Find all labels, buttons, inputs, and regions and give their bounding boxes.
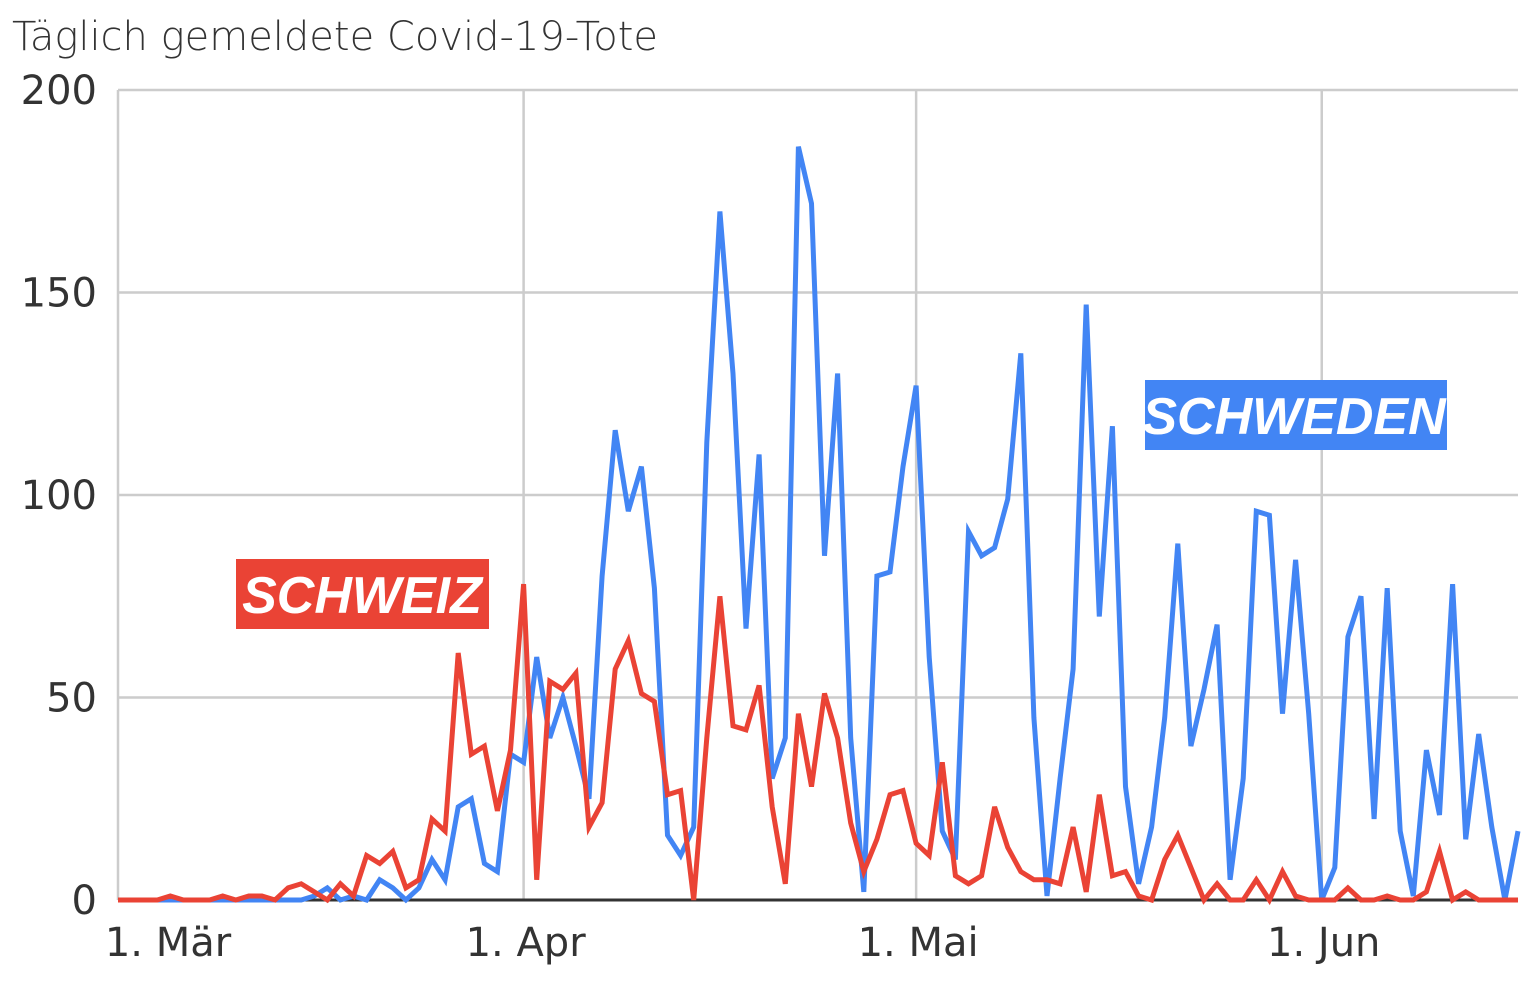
y-tick-label: 150 [21, 271, 97, 317]
x-tick-label: 1. Mär [105, 920, 232, 966]
schweden-badge [1145, 380, 1447, 450]
y-tick-label: 50 [46, 676, 97, 722]
x-tick-label: 1. Apr [466, 920, 587, 966]
legend-schweden: SCHWEDEN [1142, 380, 1447, 450]
y-tick-label: 0 [72, 878, 97, 924]
series-lines [117, 146, 1521, 906]
y-axis: 0 50 100 150 200 [21, 68, 97, 924]
legend-schweiz: SCHWEIZ [236, 559, 489, 629]
y-tick-label: 100 [21, 473, 97, 519]
series-schweden [117, 146, 1521, 904]
schweiz-label: SCHWEIZ [242, 567, 484, 625]
x-axis: 1. Mär 1. Apr 1. Mai 1. Jun [105, 920, 1381, 966]
chart-title: Täglich gemeldete Covid-19-Tote [12, 14, 658, 60]
y-tick-label: 200 [21, 68, 97, 114]
series-line-schweiz [118, 583, 1518, 906]
schweden-label: SCHWEDEN [1142, 388, 1447, 446]
grid [116, 88, 1518, 902]
series-line-schweden [118, 146, 1521, 904]
x-tick-label: 1. Jun [1267, 920, 1380, 966]
schweiz-badge [236, 559, 489, 629]
x-tick-label: 1. Mai [858, 920, 979, 966]
series-schweiz [117, 583, 1519, 906]
